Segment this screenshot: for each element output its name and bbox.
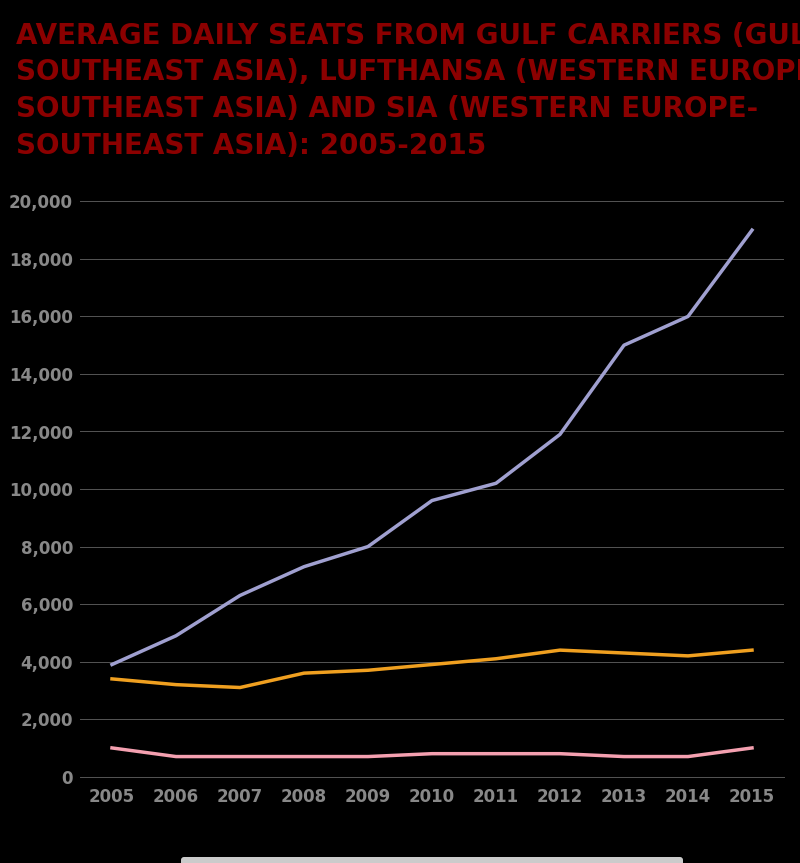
Line: SIA Seats: SIA Seats bbox=[112, 650, 752, 688]
Gulf Seats bbox=[299, 562, 309, 572]
Lufthansa Seats bbox=[235, 752, 245, 762]
SIA Seats bbox=[427, 659, 437, 670]
SIA Seats bbox=[171, 679, 181, 690]
Gulf Seats bbox=[555, 429, 565, 439]
Text: AVERAGE DAILY SEATS FROM GULF CARRIERS (GULF-
SOUTHEAST ASIA), LUFTHANSA (WESTER: AVERAGE DAILY SEATS FROM GULF CARRIERS (… bbox=[16, 22, 800, 160]
Lufthansa Seats bbox=[747, 743, 757, 753]
Line: Lufthansa Seats: Lufthansa Seats bbox=[112, 748, 752, 757]
SIA Seats bbox=[299, 668, 309, 678]
Lufthansa Seats bbox=[171, 752, 181, 762]
Gulf Seats bbox=[235, 590, 245, 601]
SIA Seats bbox=[747, 645, 757, 655]
Lufthansa Seats bbox=[683, 752, 693, 762]
SIA Seats bbox=[235, 683, 245, 693]
Lufthansa Seats bbox=[363, 752, 373, 762]
Lufthansa Seats bbox=[491, 748, 501, 759]
SIA Seats bbox=[491, 653, 501, 664]
SIA Seats bbox=[683, 651, 693, 661]
Gulf Seats bbox=[107, 659, 117, 670]
Lufthansa Seats bbox=[299, 752, 309, 762]
Gulf Seats bbox=[171, 631, 181, 641]
Gulf Seats bbox=[683, 312, 693, 322]
Gulf Seats bbox=[619, 340, 629, 350]
Gulf Seats bbox=[491, 478, 501, 488]
Gulf Seats bbox=[427, 495, 437, 506]
Lufthansa Seats bbox=[107, 743, 117, 753]
SIA Seats bbox=[619, 648, 629, 658]
Gulf Seats bbox=[363, 541, 373, 551]
Lufthansa Seats bbox=[619, 752, 629, 762]
SIA Seats bbox=[363, 665, 373, 676]
SIA Seats bbox=[555, 645, 565, 655]
Lufthansa Seats bbox=[555, 748, 565, 759]
Gulf Seats bbox=[747, 225, 757, 236]
SIA Seats bbox=[107, 674, 117, 684]
Legend: Gulf Seats, Lufthansa Seats, SIA Seats: Gulf Seats, Lufthansa Seats, SIA Seats bbox=[181, 857, 683, 863]
Lufthansa Seats bbox=[427, 748, 437, 759]
Line: Gulf Seats: Gulf Seats bbox=[112, 230, 752, 665]
